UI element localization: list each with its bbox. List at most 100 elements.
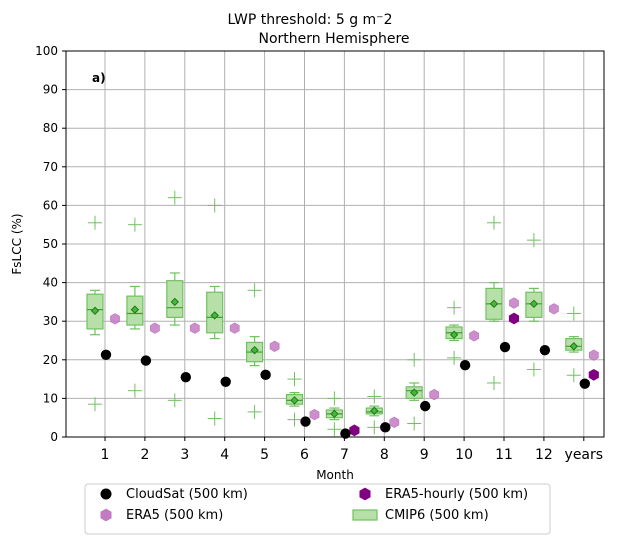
cmip6-flier-1 — [407, 352, 422, 367]
x-tick-label-8: 9 — [420, 447, 429, 463]
cmip6-mean-marker — [489, 299, 499, 309]
legend-marker — [100, 488, 112, 500]
cmip6-box-6 — [285, 372, 304, 427]
cloudsat-point-3 — [180, 371, 191, 383]
x-tick-label-0: 1 — [101, 447, 110, 463]
x-tick-label-4: 5 — [260, 447, 269, 463]
y-tick-label-8: 80 — [43, 121, 58, 135]
cloudsat-point-7 — [340, 428, 351, 439]
cmip6-flier-1 — [487, 215, 501, 230]
x-tick-label-5: 6 — [300, 447, 309, 463]
cmip6-flier-2 — [207, 411, 222, 426]
cmip6-flier-1 — [287, 372, 302, 387]
y-axis: 0 10 20 30 40 50 60 70 80 90 100 — [35, 44, 66, 444]
cmip6-flier-2 — [526, 362, 541, 377]
x-tick-label-3: 4 — [220, 447, 229, 463]
x-axis-label: Month — [316, 468, 354, 482]
cmip6-mean-marker — [449, 330, 459, 339]
legend-item-cmip6: CMIP6 (500 km) — [352, 508, 489, 523]
cloudsat-point-4 — [220, 376, 231, 388]
y-tick-label-1: 10 — [43, 391, 58, 405]
cloudsat-point-5 — [260, 369, 271, 381]
cmip6-mean-marker — [90, 306, 100, 315]
legend-label: ERA5-hourly (500 km) — [385, 487, 528, 502]
era5-point-11 — [509, 297, 519, 309]
cmip6-mean-marker — [210, 311, 219, 320]
cmip6-mean-marker — [130, 305, 140, 314]
cmip6-flier-1 — [447, 300, 462, 315]
cmip6-flier-2 — [327, 422, 342, 437]
cloudsat-point-11 — [499, 341, 511, 353]
legend-label: CMIP6 (500 km) — [385, 508, 489, 523]
era5-hourly-point-13 — [588, 368, 599, 381]
era5-point-9 — [429, 388, 440, 401]
cmip6-mean-marker — [290, 396, 299, 405]
cmip6-mean-marker — [170, 297, 180, 307]
cmip6-mean-marker — [370, 406, 379, 415]
cmip6-box-11 — [485, 215, 503, 390]
era5-hourly-point-7 — [349, 424, 360, 437]
cloudsat-point-10 — [459, 360, 471, 371]
y-tick-label-6: 60 — [43, 198, 58, 212]
x-tick-label-6: 7 — [340, 447, 349, 463]
cmip6-flier-2 — [247, 404, 262, 419]
x-tick-label-9: 10 — [455, 447, 473, 463]
cmip6-box-2 — [126, 217, 144, 398]
legend-item-era5-hourly: ERA5-hourly (500 km) — [359, 487, 528, 502]
cmip6-mean-marker — [250, 345, 259, 355]
cmip6-flier-1 — [127, 217, 142, 232]
cmip6-flier-2 — [487, 375, 501, 390]
x-tick-label-10: 11 — [495, 447, 513, 463]
plot-area — [86, 190, 599, 439]
legend-label: ERA5 (500 km) — [126, 508, 223, 523]
y-tick-label-7: 70 — [43, 160, 58, 174]
panel-label: a) — [92, 71, 106, 85]
cmip6-flier-2 — [566, 368, 581, 383]
era5-point-1 — [110, 313, 120, 325]
legend-marker — [100, 508, 112, 522]
cmip6-flier-1 — [88, 215, 102, 230]
cmip6-mean-marker — [529, 299, 539, 309]
cmip6-box-3 — [166, 190, 184, 408]
cmip6-box-13 — [565, 306, 583, 383]
cmip6-flier-2 — [367, 420, 382, 435]
cmip6-mean-marker — [569, 342, 579, 351]
cloudsat-point-13 — [579, 378, 590, 389]
x-tick-label-12: years — [565, 447, 604, 463]
era5-point-10 — [469, 330, 480, 342]
x-tick-label-11: 12 — [535, 447, 553, 463]
cmip6-box-9 — [405, 352, 423, 431]
cloudsat-point-2 — [140, 355, 152, 366]
y-tick-label-9: 90 — [43, 83, 58, 97]
cmip6-flier-1 — [526, 233, 541, 248]
cloudsat-point-1 — [100, 349, 112, 360]
era5-point-12 — [549, 303, 559, 315]
cmip6-flier-2 — [88, 397, 102, 412]
cloudsat-point-6 — [300, 416, 311, 427]
legend: CloudSat (500 km) ERA5 (500 km) ERA5-hourl… — [84, 483, 551, 535]
era5-point-5 — [269, 340, 280, 352]
x-axis: 1 2 3 4 5 6 7 8 9 10 11 12 years — [101, 437, 604, 463]
era5-point-13 — [588, 349, 599, 361]
legend-item-cloudsat: CloudSat (500 km) — [100, 487, 248, 502]
era5-point-6 — [309, 408, 320, 421]
era5-point-8 — [389, 416, 400, 428]
era5-point-4 — [229, 322, 240, 334]
cmip6-flier-1 — [207, 198, 222, 213]
cmip6-box-5 — [246, 283, 264, 419]
cmip6-box-12 — [525, 233, 543, 377]
y-tick-label-3: 30 — [43, 314, 58, 328]
y-axis-label: FsLCC (%) — [10, 213, 24, 274]
cmip6-flier-2 — [407, 416, 422, 431]
cmip6-flier-1 — [167, 190, 182, 205]
x-tick-label-2: 3 — [180, 447, 189, 463]
cloudsat-point-8 — [380, 422, 391, 433]
cmip6-flier-1 — [566, 306, 581, 321]
era5-point-2 — [149, 322, 160, 334]
cmip6-flier-1 — [247, 283, 262, 298]
cmip6-flier-1 — [327, 391, 342, 406]
chart-subtitle: Northern Hemisphere — [259, 31, 410, 47]
y-tick-label-10: 100 — [35, 44, 58, 58]
era5-hourly-point-11 — [508, 312, 520, 325]
